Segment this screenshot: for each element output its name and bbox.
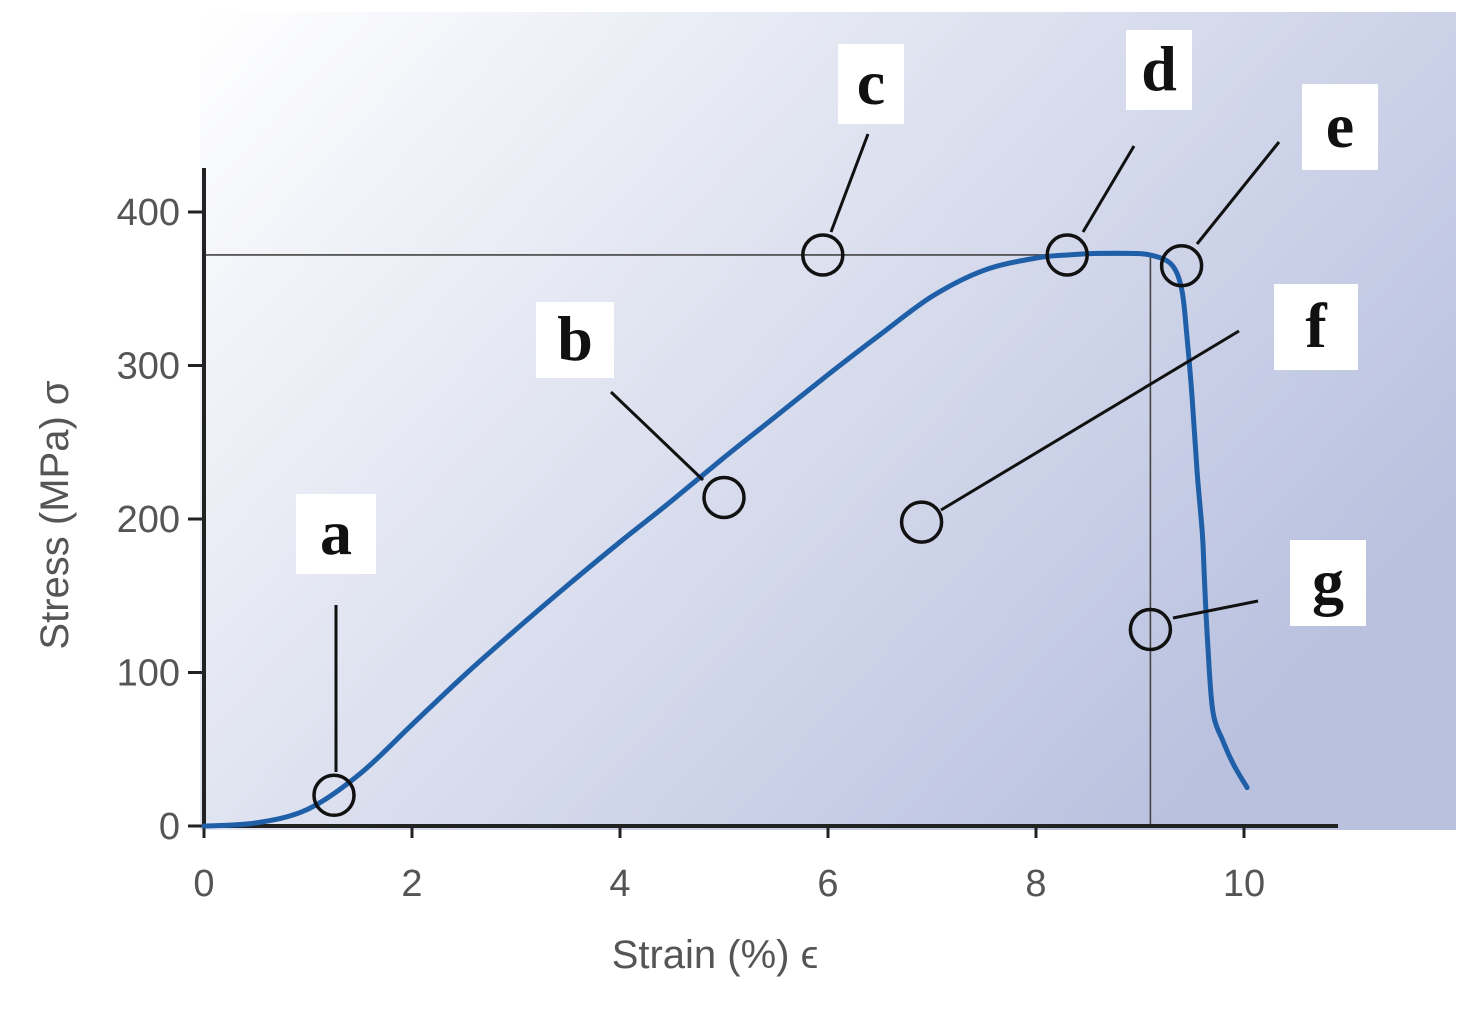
x-tick-label-10: 10 [1223,863,1265,905]
callout-label-e: e [1326,90,1354,161]
callout-leader-d [1081,145,1136,233]
callout-box-e [1302,84,1378,170]
callout-box-g [1290,540,1366,626]
y-axis-title: Stress (MPa) σ [33,380,77,649]
callout-label-b: b [557,303,593,374]
x-tick-label-6: 6 [817,863,838,905]
callout-marker-g [1128,607,1173,652]
callout-marker-c [801,233,845,277]
callout-box-d [1126,30,1192,110]
x-tick-label-4: 4 [609,863,630,905]
y-tick-label-100: 100 [117,653,180,695]
callout-label-a: a [320,497,352,568]
callout-leader-g [1172,599,1259,620]
x-axis-title: Strain (%) ϵ [612,933,819,977]
callout-leader-b [609,390,705,482]
callout-box-b [536,302,614,378]
callout-box-c [838,44,904,124]
y-tick-label-300: 300 [117,346,180,388]
callout-leader-c [829,133,870,233]
stress-strain-curve [201,250,1250,829]
callout-marker-d [1045,233,1089,277]
x-tick-label-8: 8 [1025,863,1046,905]
callout-box-f [1274,284,1358,370]
callout-label-c: c [857,47,885,118]
callout-marker-b [702,475,746,520]
plot-background [200,12,1456,830]
callout-marker-e [1159,243,1204,288]
x-tick-label-0: 0 [193,863,214,905]
y-tick-label-0: 0 [159,806,180,848]
y-tick-label-200: 200 [117,499,180,541]
callout-label-d: d [1141,33,1177,104]
callout-label-f: f [1305,290,1327,361]
callout-marker-a [312,773,356,818]
callout-label-g: g [1312,546,1344,617]
callout-box-a [296,494,376,574]
y-tick-label-400: 400 [117,192,180,234]
callout-leader-f [940,329,1240,512]
callout-leader-e [1195,141,1281,245]
callout-marker-f [899,500,944,544]
x-tick-label-2: 2 [401,863,422,905]
